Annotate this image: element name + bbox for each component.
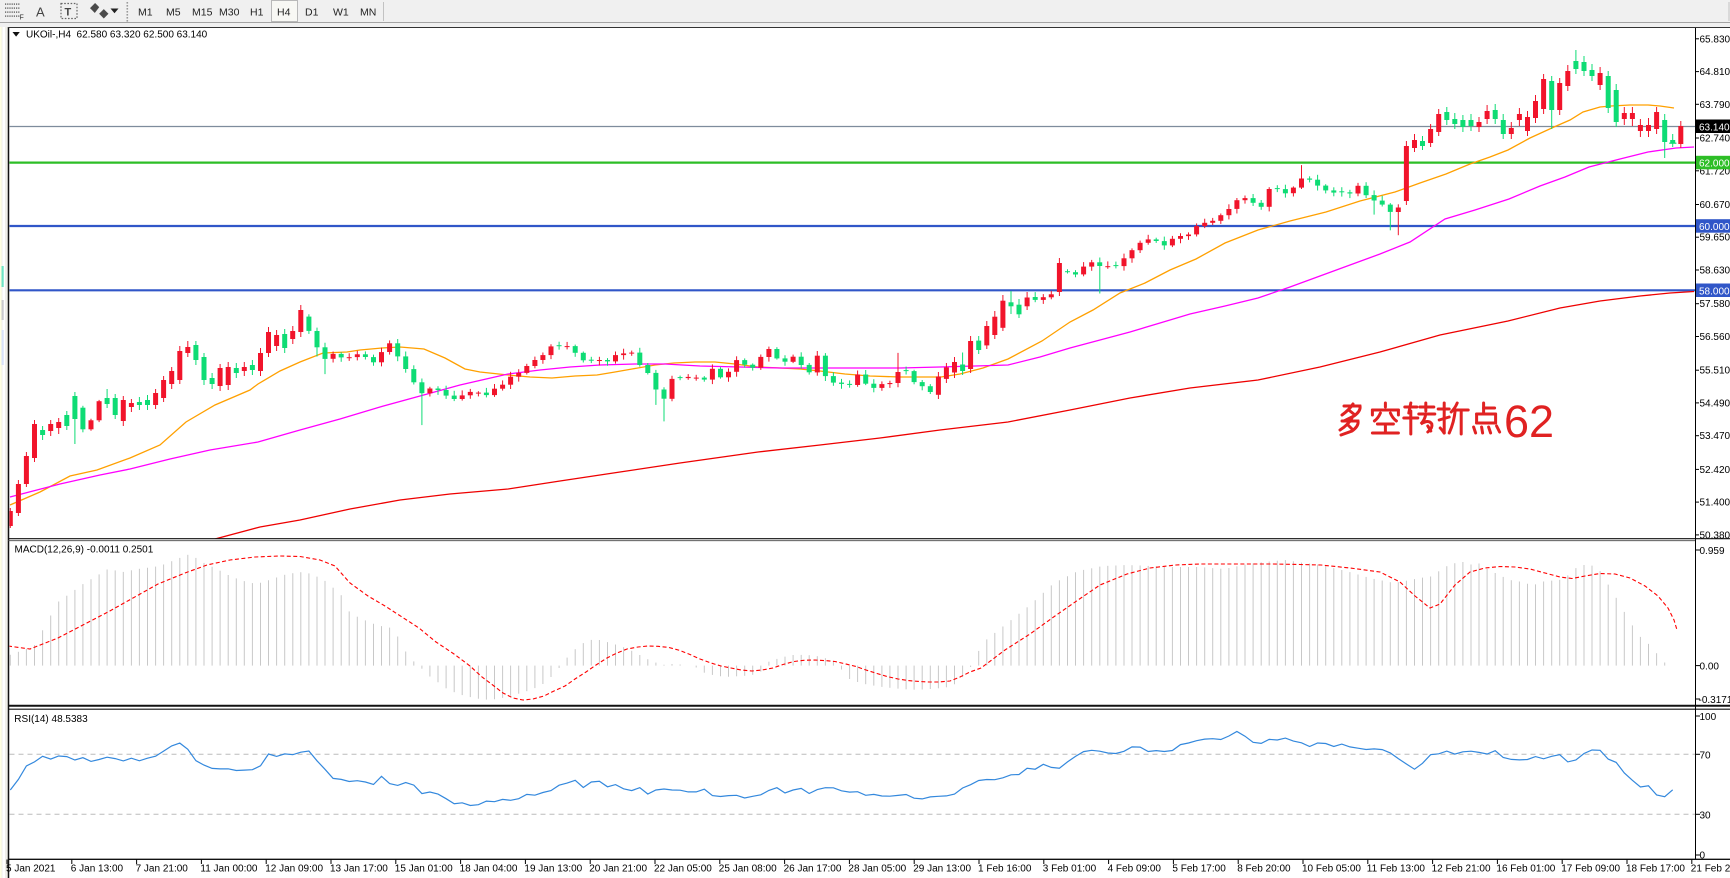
svg-text:30: 30 (1700, 811, 1712, 822)
svg-text:21 Feb 23:00: 21 Feb 23:00 (1691, 864, 1730, 875)
svg-text:12 Feb 21:00: 12 Feb 21:00 (1432, 864, 1491, 875)
svg-text:D1: D1 (305, 7, 319, 19)
svg-text:55.510: 55.510 (1700, 366, 1730, 377)
svg-text:M5: M5 (166, 7, 181, 19)
svg-text:H4: H4 (277, 7, 291, 19)
svg-text:1 Feb 16:00: 1 Feb 16:00 (978, 864, 1032, 875)
svg-text:UKOil-,H4 62.580 63.320 62.50: UKOil-,H4 62.580 63.320 62.500 63.140 (26, 30, 208, 41)
svg-text:12 Jan 09:00: 12 Jan 09:00 (265, 864, 323, 875)
svg-text:T: T (65, 7, 72, 19)
svg-text:25 Jan 08:00: 25 Jan 08:00 (719, 864, 777, 875)
svg-text:0: 0 (1700, 851, 1706, 862)
svg-text:M1: M1 (138, 7, 153, 19)
svg-text:61.720: 61.720 (1700, 166, 1730, 177)
svg-text:51.400: 51.400 (1700, 498, 1730, 509)
svg-text:5 Jan 2021: 5 Jan 2021 (6, 864, 56, 875)
svg-text:60.000: 60.000 (1699, 222, 1730, 233)
svg-text:63.140: 63.140 (1699, 122, 1730, 133)
svg-text:53.470: 53.470 (1700, 431, 1730, 442)
svg-text:60.670: 60.670 (1700, 200, 1730, 211)
svg-text:65.830: 65.830 (1700, 34, 1730, 45)
svg-text:26 Jan 17:00: 26 Jan 17:00 (784, 864, 842, 875)
svg-text:52.420: 52.420 (1700, 465, 1730, 476)
svg-text:F: F (20, 15, 24, 22)
svg-text:56.560: 56.560 (1700, 332, 1730, 343)
svg-text:50.380: 50.380 (1700, 530, 1730, 541)
svg-text:MACD(12,26,9) -0.0011 0.2501: MACD(12,26,9) -0.0011 0.2501 (15, 545, 154, 556)
svg-text:54.490: 54.490 (1700, 398, 1730, 409)
svg-text:15 Jan 01:00: 15 Jan 01:00 (395, 864, 453, 875)
svg-text:16 Feb 01:00: 16 Feb 01:00 (1496, 864, 1555, 875)
svg-text:62.000: 62.000 (1699, 159, 1730, 170)
svg-text:8 Feb 20:00: 8 Feb 20:00 (1237, 864, 1291, 875)
svg-text:11 Feb 13:00: 11 Feb 13:00 (1367, 864, 1426, 875)
svg-text:70: 70 (1700, 751, 1712, 762)
svg-text:M30: M30 (219, 7, 240, 19)
svg-text:M15: M15 (192, 7, 213, 19)
svg-text:4 Feb 09:00: 4 Feb 09:00 (1108, 864, 1162, 875)
svg-text:5 Feb 17:00: 5 Feb 17:00 (1172, 864, 1226, 875)
svg-text:20 Jan 21:00: 20 Jan 21:00 (589, 864, 647, 875)
svg-text:-0.3171: -0.3171 (1699, 695, 1730, 706)
svg-text:57.580: 57.580 (1700, 299, 1730, 310)
svg-text:RSI(14) 48.5383: RSI(14) 48.5383 (14, 714, 88, 725)
svg-text:W1: W1 (333, 7, 349, 19)
svg-text:59.650: 59.650 (1700, 233, 1730, 244)
svg-text:18 Jan 04:00: 18 Jan 04:00 (460, 864, 518, 875)
svg-text:22 Jan 05:00: 22 Jan 05:00 (654, 864, 712, 875)
svg-text:10 Feb 05:00: 10 Feb 05:00 (1302, 864, 1361, 875)
svg-text:62: 62 (1504, 396, 1554, 447)
svg-text:11 Jan 00:00: 11 Jan 00:00 (200, 864, 258, 875)
svg-text:19 Jan 13:00: 19 Jan 13:00 (524, 864, 582, 875)
svg-text:58.000: 58.000 (1699, 286, 1730, 297)
svg-text:3 Feb 01:00: 3 Feb 01:00 (1043, 864, 1097, 875)
svg-text:18 Feb 17:00: 18 Feb 17:00 (1626, 864, 1685, 875)
svg-text:A: A (36, 5, 45, 20)
svg-text:17 Feb 09:00: 17 Feb 09:00 (1561, 864, 1620, 875)
svg-text:29 Jan 13:00: 29 Jan 13:00 (913, 864, 971, 875)
svg-text:64.810: 64.810 (1700, 67, 1730, 78)
svg-text:MN: MN (360, 7, 376, 19)
svg-text:7 Jan 21:00: 7 Jan 21:00 (136, 864, 189, 875)
svg-text:63.790: 63.790 (1700, 100, 1730, 111)
svg-text:0.959: 0.959 (1700, 546, 1725, 557)
svg-text:H1: H1 (250, 7, 264, 19)
svg-text:58.630: 58.630 (1700, 266, 1730, 277)
svg-text:28 Jan 05:00: 28 Jan 05:00 (848, 864, 906, 875)
svg-text:100: 100 (1700, 712, 1717, 723)
svg-text:13 Jan 17:00: 13 Jan 17:00 (330, 864, 388, 875)
svg-text:62.740: 62.740 (1700, 134, 1730, 145)
svg-text:0.00: 0.00 (1700, 662, 1720, 673)
svg-text:6 Jan 13:00: 6 Jan 13:00 (71, 864, 124, 875)
